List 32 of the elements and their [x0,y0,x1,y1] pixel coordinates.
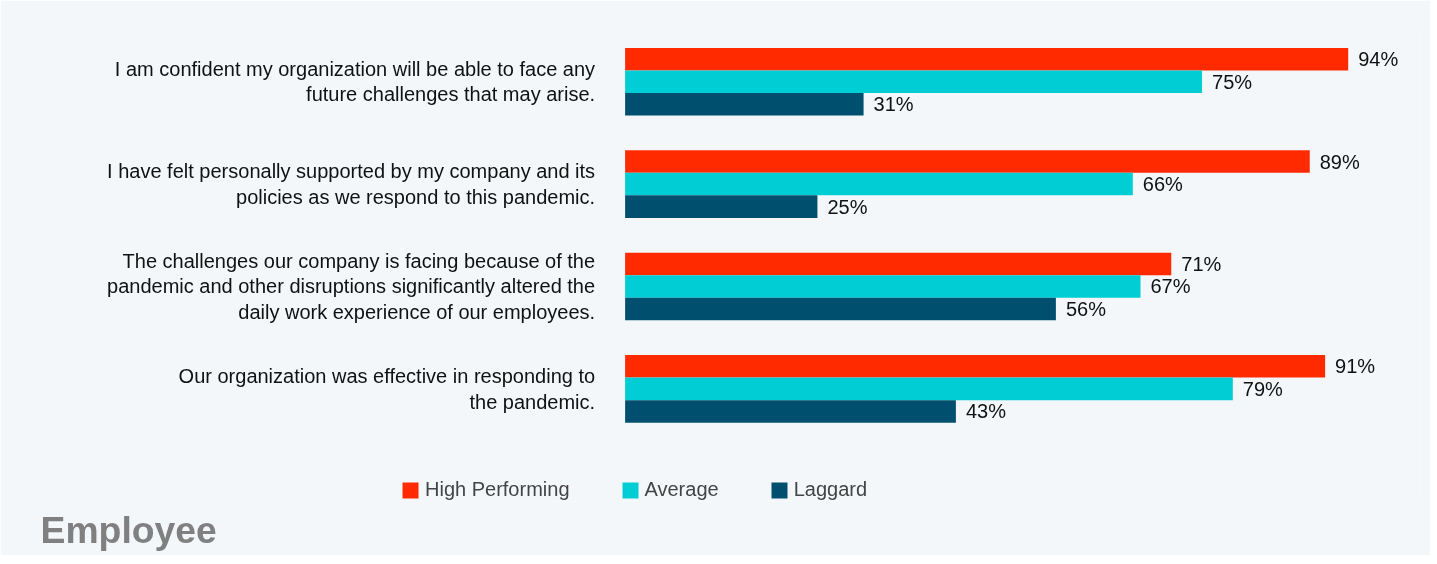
y-tick-label: The challenges our company is facing because of the pandemic and other disruptions significantly altered the daily work experience of our employees. [107,250,596,323]
data-label: 31% [873,93,914,116]
data-label: 67% [1150,275,1191,298]
bar [625,400,956,423]
legend-label: High Performing [425,478,570,501]
data-label: 71% [1181,252,1222,275]
y-tick-label: I am confident my organization will be able to face any future challenges that may arise. [114,58,596,106]
bar [625,195,818,218]
y-tick-label: Our organization was effective in responding to the pandemic. [178,365,596,413]
bar [625,297,1056,321]
bar [625,252,1172,276]
bar [625,150,1310,173]
legend-label: Laggard [793,478,868,501]
bar [625,92,864,116]
bar [625,47,1349,71]
legend-label: Average [644,478,719,501]
bar [625,70,1203,93]
bar [625,275,1141,298]
data-label: 91% [1335,355,1376,378]
y-tick-label: I have felt personally supported by my company and its policies as we respond to this pandemic. [107,160,596,208]
data-label: 56% [1065,298,1107,320]
data-label: 75% [1212,70,1253,93]
data-label: 66% [1142,173,1184,196]
data-label: 25% [827,195,868,218]
bar [625,172,1133,196]
bar [625,355,1326,378]
bar [625,377,1233,401]
data-label: 79% [1242,377,1284,400]
data-label: 89% [1319,150,1360,173]
data-label: 43% [965,400,1007,423]
text: Employee [40,508,217,551]
data-label: 94% [1358,48,1399,71]
